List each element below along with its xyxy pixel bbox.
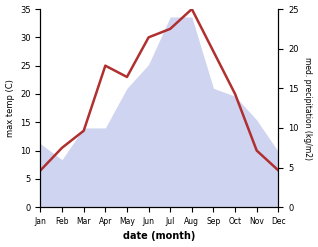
Y-axis label: med. precipitation (kg/m2): med. precipitation (kg/m2) — [303, 57, 313, 160]
X-axis label: date (month): date (month) — [123, 231, 196, 242]
Y-axis label: max temp (C): max temp (C) — [5, 79, 15, 137]
